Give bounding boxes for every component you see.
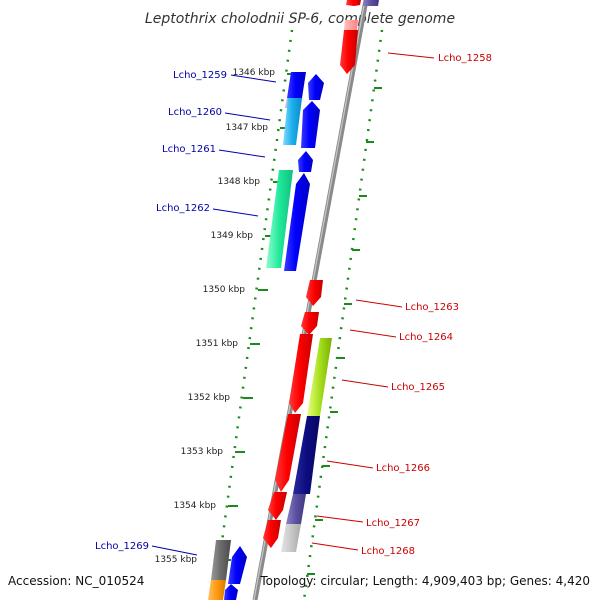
gene-block-lcho-1266[interactable] <box>293 416 320 494</box>
gene-arrow-forward[interactable] <box>301 101 320 148</box>
gene-label-lcho-1269[interactable]: Lcho_1269 <box>95 541 149 552</box>
leader-line <box>355 299 403 308</box>
gene-label-lcho-1265[interactable]: Lcho_1265 <box>391 382 445 393</box>
gene-arrow-forward[interactable] <box>308 74 324 100</box>
leader-line <box>218 149 266 158</box>
outer-dotted-ring-left <box>212 29 294 600</box>
leader-line <box>212 208 259 217</box>
tick-label: 1350 kbp <box>203 285 246 295</box>
tick-label: 1349 kbp <box>211 231 254 241</box>
leader-line <box>349 329 397 338</box>
tick-label: 1347 kbp <box>226 123 269 133</box>
gene-arrow-forward[interactable] <box>284 173 310 271</box>
tick-label: 1354 kbp <box>174 501 217 511</box>
gene-arrow-reverse-lcho-1264[interactable] <box>301 312 319 335</box>
leader-line <box>316 515 364 523</box>
gene-arrow-reverse-lcho-1267[interactable] <box>268 492 287 520</box>
leader-line <box>311 542 359 551</box>
tick-label: 1348 kbp <box>218 177 261 187</box>
gene-label-lcho-1268[interactable]: Lcho_1268 <box>361 546 415 557</box>
gene-labels: Lcho_1258 Lcho_1259 Lcho_1260 Lcho_1261 … <box>95 53 492 557</box>
forward-strand-genes <box>224 74 324 600</box>
gene-arrow-forward[interactable] <box>228 546 247 584</box>
gene-block[interactable] <box>363 0 379 6</box>
leader-line <box>230 74 277 83</box>
gene-label-lcho-1264[interactable]: Lcho_1264 <box>399 332 453 343</box>
label-leader-lines <box>151 52 435 556</box>
accession-text: Accession: NC_010524 <box>8 574 145 588</box>
gene-arrow-reverse-lcho-1263[interactable] <box>306 280 323 306</box>
gene-label-lcho-1266[interactable]: Lcho_1266 <box>376 463 430 474</box>
tick-label: 1353 kbp <box>181 447 224 457</box>
gene-block-lcho-1262[interactable] <box>266 170 293 268</box>
gene-block-lcho-1265[interactable] <box>307 338 332 416</box>
tick-label: 1352 kbp <box>188 393 231 403</box>
gene-label-lcho-1267[interactable]: Lcho_1267 <box>366 518 420 529</box>
tick-label: 1351 kbp <box>196 339 239 349</box>
leader-line <box>224 112 271 121</box>
gene-label-lcho-1263[interactable]: Lcho_1263 <box>405 302 459 313</box>
gene-arrow-reverse-lcho-1258[interactable] <box>340 30 358 74</box>
leader-line <box>341 379 389 388</box>
gene-block-lcho-1268[interactable] <box>281 524 301 552</box>
gene-label-lcho-1260[interactable]: Lcho_1260 <box>168 107 222 118</box>
gene-block-lcho-1269[interactable] <box>211 540 231 580</box>
gene-arrow-reverse[interactable] <box>346 0 361 6</box>
gene-arrow-forward[interactable] <box>224 584 238 600</box>
map-title: Leptothrix cholodnii SP-6, complete geno… <box>145 11 455 27</box>
gene-arrow-reverse-lcho-1268[interactable] <box>263 520 281 548</box>
tick-label: 1355 kbp <box>155 555 198 565</box>
reverse-strand-genes <box>263 0 361 548</box>
gene-label-lcho-1261[interactable]: Lcho_1261 <box>162 144 216 155</box>
gene-arrow-reverse-lcho-1265[interactable] <box>289 334 313 413</box>
gene-block[interactable] <box>344 20 358 30</box>
leader-line <box>387 52 435 59</box>
gene-block-lcho-1267[interactable] <box>286 494 306 524</box>
gene-arrow-forward[interactable] <box>298 151 313 172</box>
gene-label-lcho-1259[interactable]: Lcho_1259 <box>173 70 227 81</box>
leader-line <box>151 545 198 556</box>
tick-label: 1346 kbp <box>233 68 276 78</box>
gene-block-lcho-1260[interactable] <box>283 98 302 145</box>
gene-block-lcho-1259[interactable] <box>287 72 306 98</box>
gene-block[interactable] <box>208 580 226 600</box>
gene-arrow-reverse-lcho-1266[interactable] <box>275 414 301 492</box>
gene-label-lcho-1258[interactable]: Lcho_1258 <box>438 53 492 64</box>
cog-color-ring <box>208 0 379 600</box>
genome-summary-text: Topology: circular; Length: 4,909,403 bp… <box>260 574 590 588</box>
gene-label-lcho-1262[interactable]: Lcho_1262 <box>156 203 210 214</box>
leader-line <box>326 460 374 469</box>
tick-labels: 1346 kbp 1347 kbp 1348 kbp 1349 kbp 1350… <box>155 68 276 565</box>
